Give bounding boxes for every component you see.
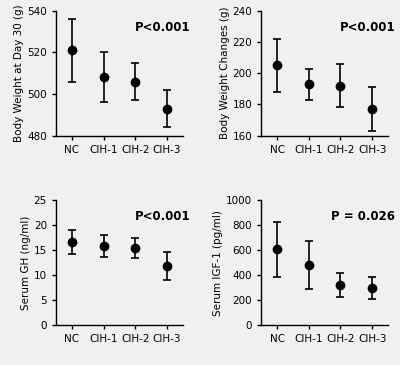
Y-axis label: Body Weight at Day 30 (g): Body Weight at Day 30 (g) [14,4,24,142]
Y-axis label: Serum IGF-1 (pg/ml): Serum IGF-1 (pg/ml) [213,210,223,315]
Text: P<0.001: P<0.001 [340,21,396,34]
Y-axis label: Serum GH (ng/ml): Serum GH (ng/ml) [21,215,31,310]
Text: P<0.001: P<0.001 [134,210,190,223]
Text: P<0.001: P<0.001 [134,21,190,34]
Y-axis label: Body Weight Changes (g): Body Weight Changes (g) [220,7,230,139]
Text: P = 0.026: P = 0.026 [331,210,395,223]
